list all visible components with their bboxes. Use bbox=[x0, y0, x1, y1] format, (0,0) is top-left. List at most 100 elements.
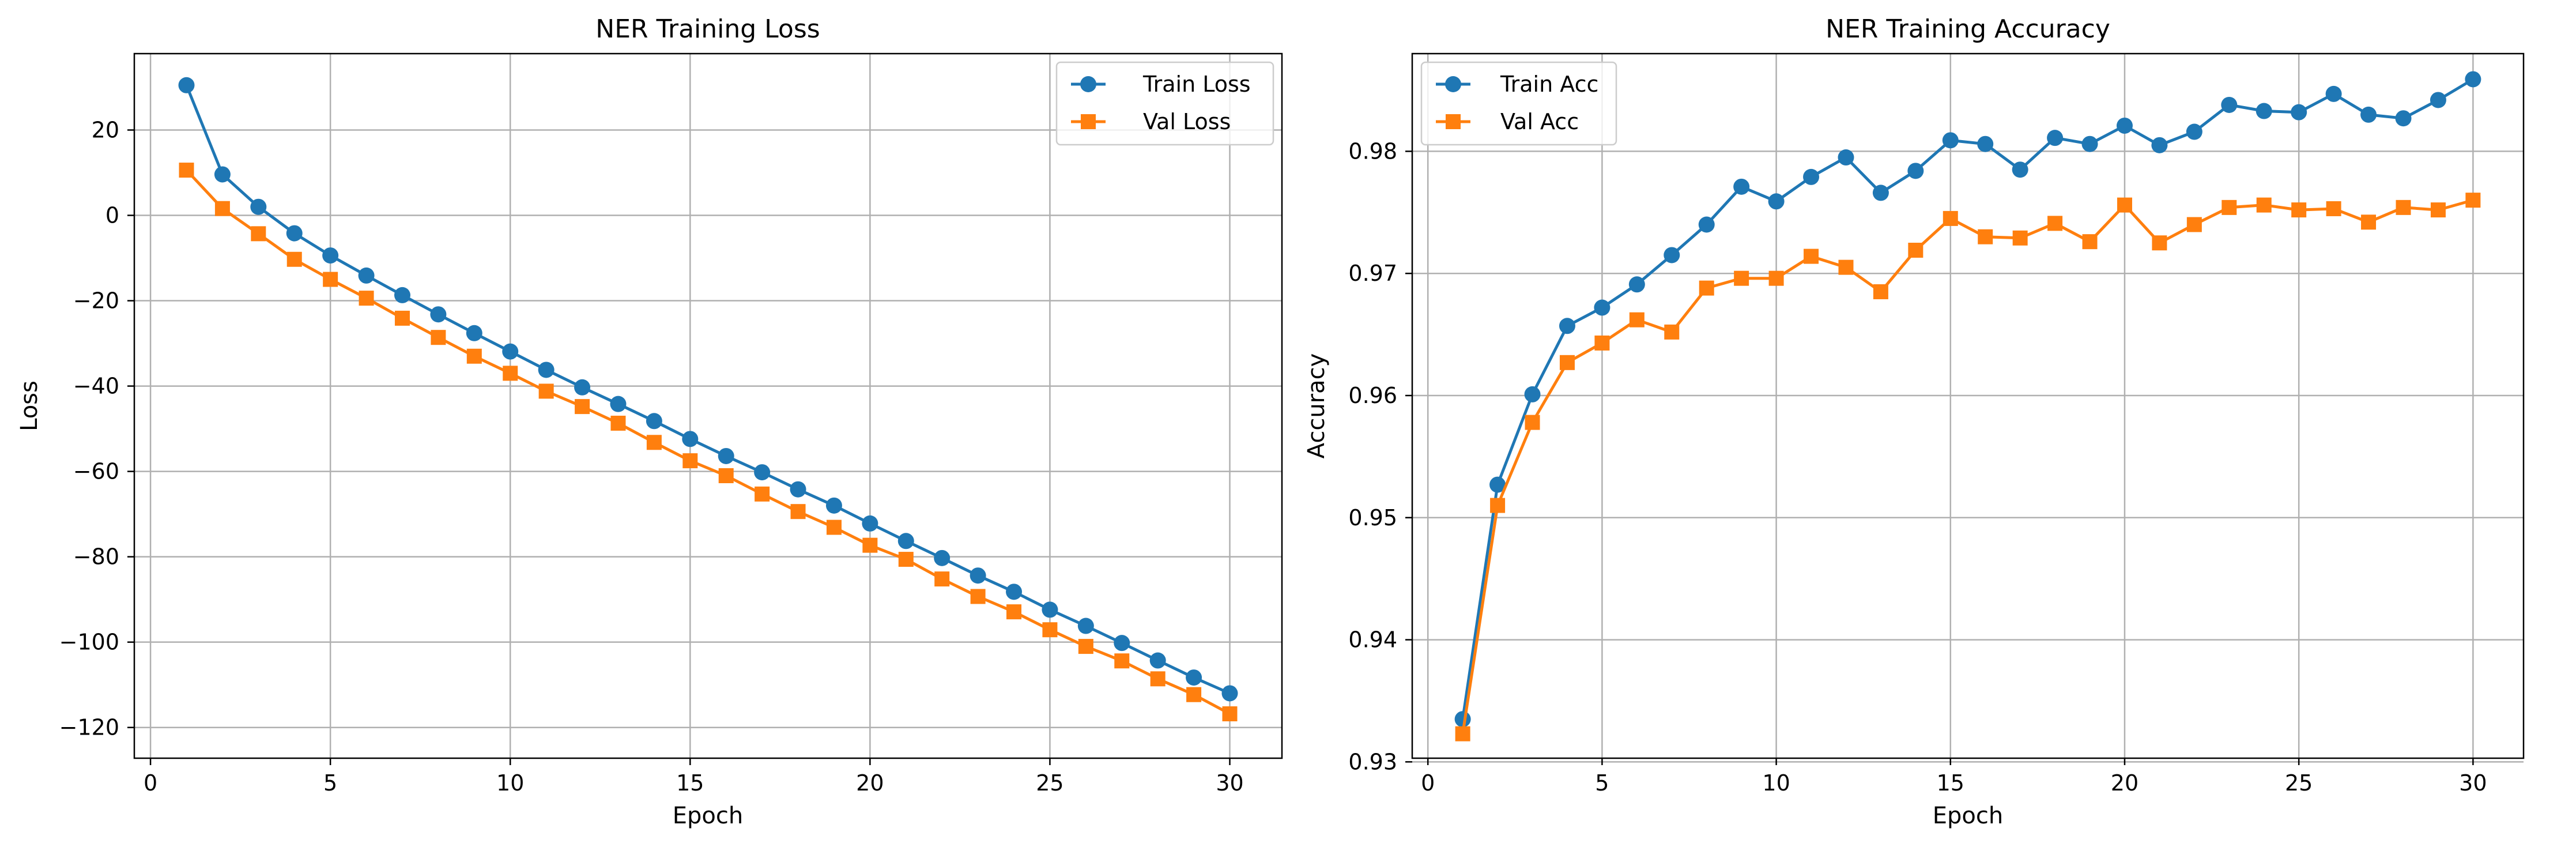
loss-x-tick-label: 5 bbox=[323, 770, 337, 796]
accuracy-val-acc-point bbox=[1699, 280, 1714, 296]
loss-val-loss-point bbox=[682, 453, 698, 469]
loss-val-loss-point bbox=[826, 520, 842, 535]
loss-y-tick-label: −80 bbox=[73, 544, 119, 570]
loss-val-loss-point bbox=[862, 537, 878, 553]
loss-val-loss-point bbox=[718, 468, 734, 484]
accuracy-y-tick-label: 0.93 bbox=[1348, 749, 1397, 774]
accuracy-legend-val-marker bbox=[1446, 114, 1461, 129]
loss-legend-train-label: Train Loss bbox=[1142, 71, 1251, 97]
loss-val-loss-point bbox=[755, 486, 770, 502]
accuracy-val-acc-point bbox=[2186, 217, 2202, 232]
accuracy-y-tick-label: 0.96 bbox=[1348, 383, 1397, 408]
loss-train-loss-point bbox=[286, 225, 303, 242]
loss-y-tick-label: −120 bbox=[59, 715, 119, 740]
accuracy-legend-val-label: Val Acc bbox=[1500, 109, 1579, 134]
loss-train-loss-point bbox=[1114, 635, 1130, 652]
accuracy-x-tick-label: 30 bbox=[2459, 770, 2487, 796]
accuracy-x-tick-label: 15 bbox=[1937, 770, 1964, 796]
accuracy-val-acc-point bbox=[1664, 324, 1680, 340]
loss-val-loss-point bbox=[898, 552, 914, 567]
accuracy-train-acc-point bbox=[1977, 135, 1994, 152]
loss-plot-area-frame bbox=[133, 52, 1283, 759]
accuracy-train-acc-point bbox=[2081, 135, 2098, 152]
loss-val-loss-point bbox=[1114, 653, 1130, 669]
loss-y-tick-label: −40 bbox=[73, 374, 119, 399]
accuracy-y-axis-label: Accuracy bbox=[1303, 353, 1330, 459]
accuracy-chart-panel: 0 5 10 15 20 25 30 0.93 0.94 0.95 0.96 0.97 0.98 NE… bbox=[1303, 14, 2525, 829]
loss-train-loss-point bbox=[934, 549, 951, 566]
accuracy-legend: Train Acc Val Acc bbox=[1420, 61, 1617, 146]
loss-val-loss-point bbox=[394, 310, 410, 326]
loss-legend-box bbox=[1055, 61, 1274, 146]
loss-val-loss-point bbox=[179, 163, 194, 178]
accuracy-train-acc-point bbox=[1907, 163, 1924, 179]
accuracy-train-acc-point bbox=[1872, 185, 1889, 201]
accuracy-chart-title: NER Training Accuracy bbox=[1826, 14, 2110, 44]
accuracy-train-acc-point bbox=[1594, 299, 1611, 316]
accuracy-legend-train-label: Train Acc bbox=[1500, 71, 1598, 97]
accuracy-train-acc-point bbox=[2047, 130, 2064, 146]
accuracy-train-acc-point bbox=[1942, 132, 1959, 149]
loss-legend-train-marker bbox=[1080, 76, 1096, 92]
loss-y-ticks: 20 0 −20 −40 −60 −80 −100 −120 bbox=[59, 117, 134, 740]
accuracy-train-acc-point bbox=[2012, 161, 2028, 178]
accuracy-val-acc-point bbox=[1943, 210, 1958, 226]
loss-x-axis-label: Epoch bbox=[673, 803, 743, 829]
loss-train-loss-point bbox=[897, 533, 914, 549]
loss-train-loss-point bbox=[1077, 618, 1094, 634]
accuracy-y-tick-label: 0.98 bbox=[1348, 138, 1397, 164]
accuracy-y-tick-label: 0.94 bbox=[1348, 627, 1397, 653]
loss-train-loss-point bbox=[466, 325, 482, 341]
accuracy-val-acc-point bbox=[2430, 202, 2446, 218]
loss-val-loss-point bbox=[214, 201, 230, 216]
loss-y-tick-label: 0 bbox=[105, 203, 119, 228]
loss-val-loss-point bbox=[790, 504, 806, 520]
loss-val-loss-point bbox=[323, 272, 338, 287]
accuracy-val-acc-point bbox=[2152, 235, 2167, 251]
loss-series-layer bbox=[178, 77, 1238, 722]
loss-train-loss-point bbox=[754, 464, 771, 481]
loss-x-tick-label: 10 bbox=[496, 770, 524, 796]
accuracy-train-acc-point bbox=[1664, 247, 1680, 263]
accuracy-x-axis-label: Epoch bbox=[1933, 803, 2003, 829]
accuracy-train-acc-point bbox=[1698, 216, 1715, 233]
loss-val-loss-point bbox=[286, 251, 302, 267]
accuracy-plot-area-frame bbox=[1411, 52, 2525, 759]
loss-y-tick-label: −60 bbox=[73, 459, 119, 484]
loss-x-tick-label: 20 bbox=[856, 770, 884, 796]
accuracy-val-acc-point bbox=[1734, 270, 1749, 286]
loss-val-loss-point bbox=[431, 330, 446, 345]
loss-legend: Train Loss Val Loss bbox=[1055, 61, 1274, 146]
loss-train-loss-point bbox=[358, 267, 375, 284]
loss-val-loss-point bbox=[970, 589, 986, 604]
loss-train-loss-point bbox=[538, 362, 555, 378]
loss-val-loss-point bbox=[251, 226, 266, 242]
loss-val-loss-point bbox=[1042, 622, 1058, 638]
loss-legend-val-marker bbox=[1081, 114, 1096, 129]
accuracy-val-acc-point bbox=[1768, 270, 1784, 286]
accuracy-val-acc-point bbox=[2082, 234, 2098, 250]
accuracy-val-acc-point bbox=[2117, 197, 2132, 213]
loss-train-loss-point bbox=[502, 343, 519, 360]
loss-val-loss-point bbox=[359, 291, 374, 306]
loss-train-loss-point bbox=[825, 497, 842, 514]
accuracy-train-acc-point bbox=[1803, 168, 1820, 185]
accuracy-train-acc-point bbox=[2465, 71, 2481, 88]
accuracy-train-acc-point bbox=[2430, 92, 2446, 108]
accuracy-val-acc-point bbox=[2222, 199, 2237, 215]
accuracy-train-acc-point bbox=[1559, 318, 1575, 334]
loss-train-loss-point bbox=[430, 306, 447, 323]
loss-train-loss-point bbox=[394, 287, 410, 303]
accuracy-val-acc-point bbox=[1908, 242, 1923, 258]
loss-val-loss-point bbox=[466, 348, 482, 364]
loss-y-tick-label: 20 bbox=[92, 117, 119, 142]
loss-train-loss-point bbox=[250, 198, 267, 215]
accuracy-val-acc-point bbox=[1629, 312, 1645, 327]
loss-val-loss-point bbox=[575, 399, 590, 415]
loss-train-loss-point bbox=[1221, 685, 1238, 702]
loss-train-loss-point bbox=[1006, 584, 1023, 600]
accuracy-train-acc-point bbox=[2116, 117, 2133, 134]
loss-train-loss-point bbox=[862, 515, 878, 532]
